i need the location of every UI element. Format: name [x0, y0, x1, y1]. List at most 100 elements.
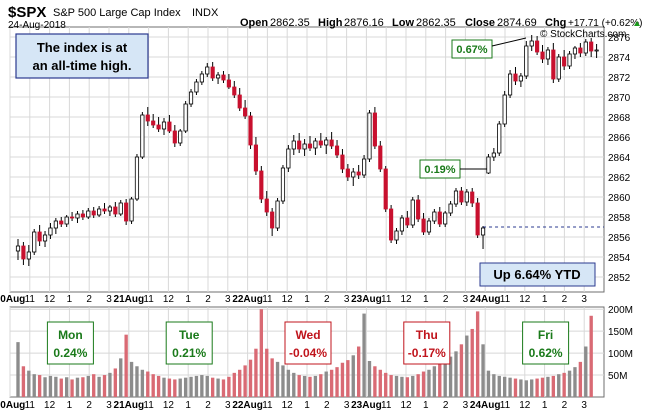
candle-body	[32, 231, 37, 253]
volume-bar	[97, 376, 101, 397]
x-tick-label: 1	[423, 294, 429, 305]
day-box-tue: Tue 0.21%	[165, 321, 213, 365]
candle-body	[562, 56, 567, 67]
day-pct: 0.24%	[53, 346, 87, 360]
candle-body	[399, 217, 405, 232]
candle-body	[280, 167, 286, 202]
x-tick-label: 1	[67, 400, 73, 411]
candle-body	[286, 148, 291, 169]
volume-bar	[443, 361, 447, 397]
x-tick-label: 12	[282, 294, 294, 305]
volume-bar	[432, 366, 437, 397]
candle-body	[243, 107, 248, 117]
x-tick-label: 3	[581, 294, 587, 305]
candle-body	[324, 139, 329, 146]
candle-body	[464, 191, 469, 203]
volume-bar	[178, 378, 182, 397]
volume-bar	[243, 365, 247, 397]
x-tick-label: 1	[185, 294, 191, 305]
volume-bar	[411, 375, 415, 397]
volume-bar	[259, 309, 264, 397]
x-axis-volume: 20Aug111212321Aug111212322Aug111212323Au…	[0, 400, 587, 411]
volume-axis: 50M 100M 150M 200M	[608, 305, 633, 382]
price-tick-label: 2860	[608, 193, 631, 204]
x-tick-label: 12	[163, 294, 175, 305]
candle-body	[226, 79, 231, 88]
candle-body	[205, 66, 210, 75]
candle-body	[210, 66, 215, 79]
volume-bar	[497, 375, 501, 397]
volume-bar	[210, 377, 215, 397]
x-tick-label: 11	[25, 400, 36, 411]
candle-body	[545, 49, 551, 60]
candle-body	[75, 213, 80, 219]
candle-body	[59, 220, 64, 225]
volume-bar	[367, 361, 372, 397]
candle-body	[291, 140, 296, 150]
volume-bar	[519, 379, 523, 397]
volume-bar	[584, 346, 588, 397]
candle-body	[421, 218, 426, 233]
x-tick-label: 23Aug	[351, 400, 382, 411]
candle-body	[264, 198, 269, 213]
volume-bar	[346, 360, 350, 397]
volume-bar	[102, 375, 107, 397]
x-tick-label: 12	[400, 294, 412, 305]
x-tick-label: 2	[205, 294, 211, 305]
candles	[15, 35, 599, 266]
volume-tick-label: 200M	[608, 305, 633, 316]
candle-body	[486, 156, 491, 174]
candle-body	[161, 121, 167, 130]
candle-body	[459, 190, 464, 203]
candle-body	[318, 140, 323, 146]
candle-body	[589, 41, 594, 52]
candle-body	[188, 91, 194, 105]
day-box-fri: Fri 0.62%	[522, 321, 570, 365]
candle-body	[91, 210, 96, 216]
x-tick-label: 1	[542, 400, 548, 411]
candle-body	[26, 251, 31, 260]
volume-bar	[162, 377, 166, 397]
candle-body	[253, 144, 259, 172]
x-tick-label: 3	[106, 400, 112, 411]
candle-body	[172, 130, 177, 144]
volume-bar	[151, 374, 155, 397]
candle-body	[313, 140, 318, 149]
candle-body	[437, 211, 442, 225]
volume-bar	[540, 377, 545, 397]
volume-bar	[351, 355, 355, 397]
x-tick-label: 11	[381, 400, 392, 411]
x-tick-label: 20Aug	[0, 400, 25, 411]
volume-bar	[405, 377, 410, 397]
x-tick-label: 12	[519, 294, 531, 305]
day-name: Tue	[179, 328, 200, 342]
close-value: 2874.69	[497, 17, 537, 29]
candle-body	[221, 74, 226, 81]
volume-bar	[438, 363, 442, 397]
candle-body	[594, 49, 599, 52]
volume-bar	[227, 376, 231, 397]
candle-body	[432, 211, 437, 222]
candle-body	[578, 47, 583, 54]
volume-bar	[502, 376, 507, 397]
candle-body	[124, 202, 129, 222]
day-name: Wed	[295, 328, 320, 342]
volume-bar	[129, 361, 134, 397]
volume-bar	[308, 376, 312, 397]
candle-body	[389, 208, 394, 241]
x-tick-label: 23Aug	[351, 294, 382, 305]
volume-bar	[275, 361, 280, 397]
volume-bar	[486, 370, 491, 397]
price-tick-label: 2868	[608, 113, 631, 124]
x-tick-label: 1	[67, 294, 73, 305]
volume-bar	[546, 376, 550, 397]
x-tick-label: 12	[400, 400, 412, 411]
x-axis-price: 20Aug111212321Aug111212322Aug111212323Au…	[0, 294, 587, 305]
exchange: INDX	[192, 7, 219, 19]
x-tick-label: 3	[225, 400, 231, 411]
volume-bar	[21, 366, 26, 397]
candle-body	[167, 121, 172, 132]
volume-bar	[356, 346, 361, 397]
volume-bar	[508, 377, 512, 397]
